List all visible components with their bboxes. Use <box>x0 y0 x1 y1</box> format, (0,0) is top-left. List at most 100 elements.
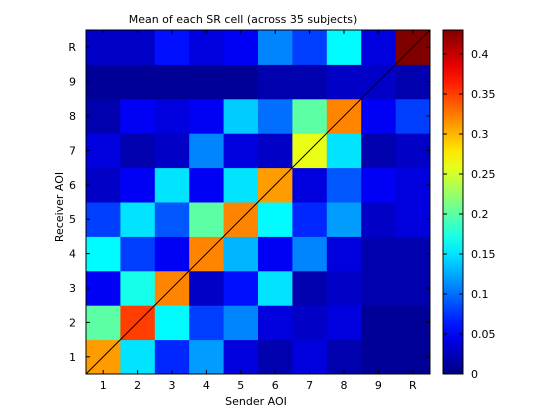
heatmap-cell <box>120 98 156 134</box>
heatmap-cell <box>189 270 225 306</box>
heatmap-cell <box>326 202 362 237</box>
heatmap-cell <box>120 270 156 306</box>
colorbar-tick-label: 0.4 <box>471 48 489 61</box>
colorbar-tick-label: 0.05 <box>471 328 496 341</box>
colorbar-ticks: 0 0.05 0.1 0.15 0.2 0.25 0.3 0.35 0.4 <box>443 48 496 381</box>
heatmap-cell <box>292 202 328 237</box>
heatmap-cell <box>223 98 259 134</box>
y-tick-label: 3 <box>69 282 76 295</box>
heatmap-cell <box>189 30 225 65</box>
colorbar-tick-label: 0.1 <box>471 288 489 301</box>
y-tick-label: 8 <box>69 110 76 123</box>
heatmap-cell <box>189 339 225 375</box>
heatmap-cell <box>258 339 293 375</box>
heatmap-cell <box>223 64 259 100</box>
plot-frame <box>85 29 431 375</box>
x-tick-label: 5 <box>237 379 244 392</box>
heatmap-cell <box>189 98 225 134</box>
heatmap-cell <box>292 167 328 203</box>
x-tick-label: 8 <box>341 379 348 392</box>
heatmap-cell <box>154 98 190 134</box>
colorbar-tick-label: 0.2 <box>471 208 489 221</box>
y-tick-label: 7 <box>69 144 76 157</box>
heatmap-cell <box>258 64 293 100</box>
heatmap-cell <box>326 30 362 65</box>
heatmap-cell <box>395 98 431 134</box>
chart-title: Mean of each SR cell (across 35 subjects… <box>129 13 358 26</box>
heatmap-cell <box>86 236 121 272</box>
colorbar <box>442 29 464 375</box>
y-tick-label: 6 <box>69 179 76 192</box>
colorbar-tick-label: 0 <box>471 368 478 381</box>
heatmap-cell <box>189 133 225 169</box>
heatmap-cell <box>120 339 156 375</box>
x-tick-label: 9 <box>375 379 382 392</box>
heatmap-cell <box>292 98 328 134</box>
heatmap-cell <box>361 133 397 169</box>
heatmap-cell <box>258 202 293 237</box>
heatmap-cell <box>258 30 293 65</box>
heatmap-cell <box>223 270 259 306</box>
x-tick-label: 3 <box>169 379 176 392</box>
y-axis-label: Receiver AOI <box>53 172 66 242</box>
heatmap-cell <box>154 64 190 100</box>
heatmap-cell <box>86 133 121 169</box>
heatmap-cell <box>154 167 190 203</box>
heatmap-cell <box>292 236 328 272</box>
x-axis-ticks: 1 2 3 4 5 6 7 8 9 R <box>100 30 417 392</box>
heatmap-cell <box>258 98 293 134</box>
x-axis-label: Sender AOI <box>225 395 287 408</box>
x-tick-label: 6 <box>272 379 279 392</box>
heatmap-cell <box>361 98 397 134</box>
heatmap-cell <box>86 202 121 237</box>
heatmap-cell <box>223 167 259 203</box>
heatmap-cell <box>154 30 190 65</box>
heatmap-cell <box>395 133 431 169</box>
heatmap-cell <box>326 305 362 341</box>
heatmap-cell <box>326 236 362 272</box>
heatmap-cell <box>189 202 225 237</box>
colorbar-tick-label: 0.35 <box>471 88 496 101</box>
heatmap-cell <box>86 98 121 134</box>
diagonal-line <box>85 29 431 375</box>
colorbar-tick-label: 0.25 <box>471 168 496 181</box>
heatmap-cells <box>86 30 431 375</box>
heatmap-cell <box>120 133 156 169</box>
x-tick-label: 1 <box>100 379 107 392</box>
heatmap-cell <box>292 30 328 65</box>
heatmap-cell <box>361 339 397 375</box>
x-tick-label: 2 <box>134 379 141 392</box>
heatmap-cell <box>361 236 397 272</box>
y-axis-ticks: 1 2 3 4 5 6 7 8 9 R <box>68 41 430 364</box>
colorbar-tick-label: 0.3 <box>471 128 489 141</box>
heatmap-cell <box>395 236 431 272</box>
heatmap-cell <box>120 30 156 65</box>
heatmap-cell <box>395 270 431 306</box>
heatmap-cell <box>120 64 156 100</box>
x-tick-label: R <box>409 379 417 392</box>
heatmap-cell <box>395 64 431 100</box>
heatmap-cell <box>326 270 362 306</box>
heatmap-cell <box>223 305 259 341</box>
heatmap-cell <box>223 236 259 272</box>
heatmap-cell <box>189 167 225 203</box>
heatmap-cell <box>361 270 397 306</box>
heatmap-cell <box>361 30 397 65</box>
heatmap-cell <box>189 305 225 341</box>
heatmap-cell <box>154 339 190 375</box>
heatmap-cell <box>86 270 121 306</box>
y-tick-label: 5 <box>69 213 76 226</box>
x-tick-label: 4 <box>203 379 210 392</box>
heatmap-cell <box>258 236 293 272</box>
heatmap-cell <box>292 270 328 306</box>
heatmap-cell <box>395 167 431 203</box>
heatmap-cell <box>292 339 328 375</box>
heatmap-cell <box>292 305 328 341</box>
heatmap-cell <box>326 339 362 375</box>
heatmap-cell <box>395 339 431 375</box>
heatmap-cell <box>86 64 121 100</box>
y-tick-label: R <box>68 41 76 54</box>
heatmap-cell <box>395 305 431 341</box>
heatmap-cell <box>326 167 362 203</box>
heatmap-cell <box>120 202 156 237</box>
